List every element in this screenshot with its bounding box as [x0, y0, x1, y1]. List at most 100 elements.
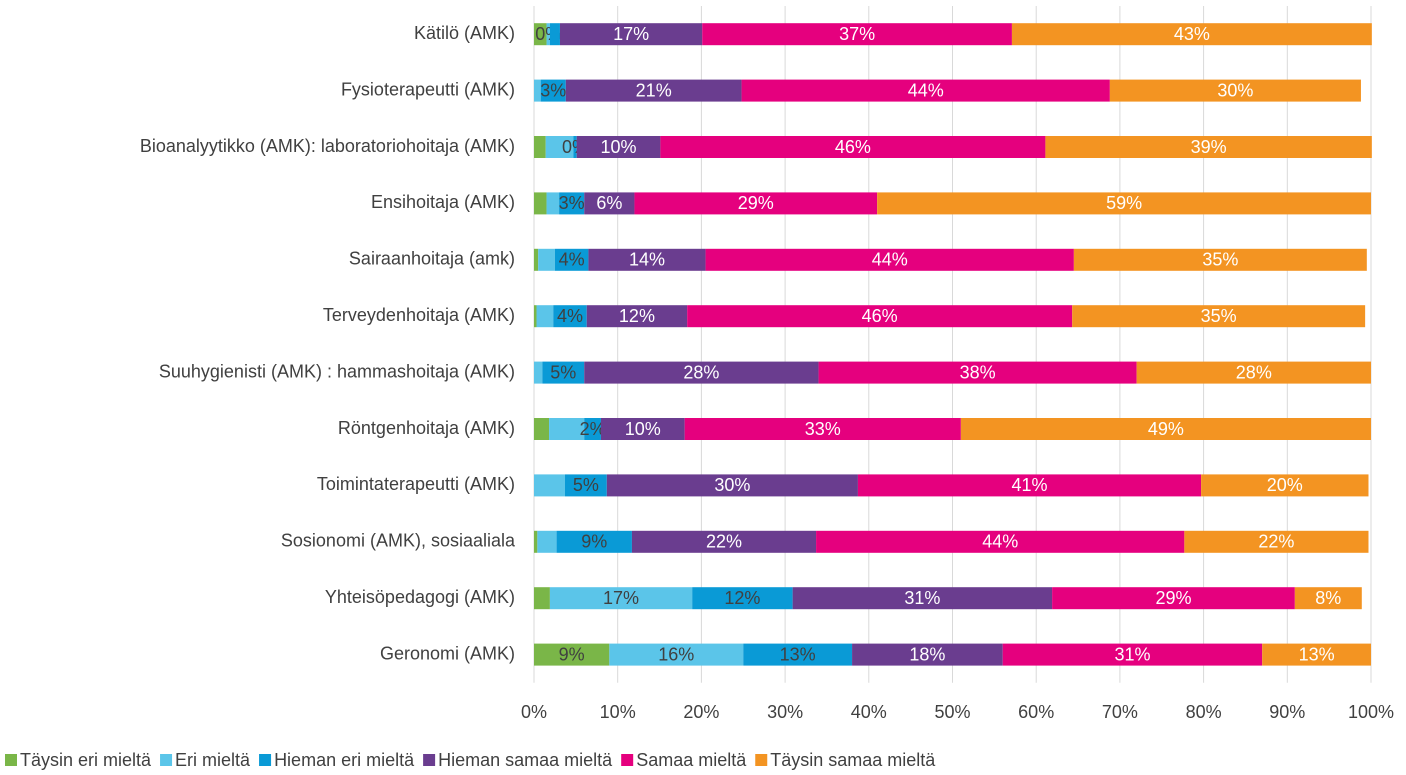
value-label: 46% — [862, 306, 898, 326]
value-label: 12% — [619, 306, 655, 326]
x-tick-label: 60% — [1018, 702, 1054, 722]
value-label: 35% — [1201, 306, 1237, 326]
x-tick-label: 80% — [1186, 702, 1222, 722]
x-tick-label: 50% — [934, 702, 970, 722]
bar-segment — [1201, 474, 1369, 497]
legend-label: Täysin samaa mieltä — [770, 750, 936, 770]
legend-label: Eri mieltä — [175, 750, 251, 770]
bar-segment — [538, 248, 555, 271]
category-label: Geronomi (AMK) — [380, 643, 515, 663]
bar-segment — [702, 23, 1012, 46]
legend-swatch — [160, 754, 173, 766]
legend-label: Hieman eri mieltä — [274, 750, 415, 770]
legend-label: Hieman samaa mieltä — [438, 750, 613, 770]
legend-swatch — [423, 754, 436, 766]
bar-segment — [549, 418, 585, 440]
bar-segment — [549, 23, 560, 46]
bar-segment — [573, 136, 577, 158]
value-label: 29% — [738, 193, 774, 213]
legend-swatch — [621, 754, 634, 766]
bar-segment — [609, 643, 744, 666]
bar-segment — [588, 248, 706, 271]
value-label: 38% — [960, 362, 996, 382]
bar-segment — [816, 530, 1185, 553]
x-tick-label: 20% — [683, 702, 719, 722]
category-label: Röntgenhoitaja (AMK) — [338, 418, 515, 438]
value-label: 4% — [559, 250, 585, 270]
bar-segment — [1072, 305, 1366, 328]
bar-segment — [705, 248, 1074, 271]
bar-segment — [534, 643, 610, 666]
bar-segment — [534, 79, 541, 102]
bar-segment — [534, 23, 547, 46]
legend-label: Samaa mieltä — [636, 750, 747, 770]
value-label: 28% — [1236, 362, 1272, 382]
bar-segment — [534, 192, 547, 215]
bar-segment — [546, 192, 560, 215]
bar-segment — [792, 587, 1053, 610]
bar-segment — [692, 587, 793, 610]
bar-segment — [534, 361, 543, 384]
bar-segment — [857, 474, 1202, 497]
bar-segment — [1294, 587, 1362, 610]
bar-segment — [818, 361, 1137, 384]
value-label: 44% — [872, 250, 908, 270]
bar-segment — [1052, 587, 1295, 610]
bar-segment — [1262, 643, 1371, 666]
value-label: 49% — [1148, 419, 1184, 439]
bar-segment — [565, 79, 742, 102]
category-label: Fysioterapeutti (AMK) — [341, 79, 515, 99]
category-label: Kätilö (AMK) — [414, 23, 515, 43]
bar-segment — [534, 474, 565, 497]
x-tick-label: 30% — [767, 702, 803, 722]
category-label: Terveydenhoitaja (AMK) — [323, 305, 515, 325]
bar-segment — [542, 361, 585, 384]
bar-segment — [960, 418, 1371, 440]
bar-segment — [537, 530, 557, 553]
value-label: 3% — [540, 80, 566, 100]
value-label: 37% — [839, 24, 875, 44]
category-label: Suuhygienisti (AMK) : hammashoitaja (AMK… — [159, 361, 515, 381]
bar-segment — [576, 136, 661, 158]
bar-segment — [536, 305, 554, 328]
bar-segment — [1073, 248, 1367, 271]
bar-segment — [534, 418, 550, 440]
bar-segment — [545, 136, 574, 158]
bar-segment — [1109, 79, 1361, 102]
value-label: 22% — [1258, 532, 1294, 552]
value-label: 30% — [714, 475, 750, 495]
legend-swatch — [5, 754, 17, 766]
bar-segment — [559, 23, 703, 46]
value-label: 2% — [580, 419, 606, 439]
bar-segment — [684, 418, 961, 440]
x-tick-label: 0% — [521, 702, 547, 722]
value-label: 41% — [1011, 475, 1047, 495]
bar-segment — [687, 305, 1073, 328]
x-tick-label: 90% — [1269, 702, 1305, 722]
bar-segment — [553, 305, 587, 328]
value-label: 4% — [557, 306, 583, 326]
bar-segment — [534, 136, 546, 158]
value-label: 18% — [909, 644, 945, 664]
bar-segment — [549, 587, 693, 610]
value-label: 13% — [780, 644, 816, 664]
value-label: 6% — [596, 193, 622, 213]
value-label: 29% — [1155, 588, 1191, 608]
bar-segment — [1184, 530, 1369, 553]
bar-segment — [584, 418, 601, 440]
value-label: 35% — [1202, 250, 1238, 270]
value-label: 39% — [1191, 137, 1227, 157]
x-tick-label: 10% — [600, 702, 636, 722]
value-label: 20% — [1267, 475, 1303, 495]
value-label: 16% — [658, 644, 694, 664]
value-label: 17% — [613, 24, 649, 44]
value-label: 46% — [835, 137, 871, 157]
value-label: 21% — [636, 80, 672, 100]
bar-segment — [554, 248, 589, 271]
bar-segment — [743, 643, 853, 666]
bar-segment — [660, 136, 1046, 158]
value-label: 30% — [1217, 80, 1253, 100]
bar-segment — [877, 192, 1371, 215]
bar-segment — [1136, 361, 1371, 384]
legend-label: Täysin eri mieltä — [20, 750, 152, 770]
